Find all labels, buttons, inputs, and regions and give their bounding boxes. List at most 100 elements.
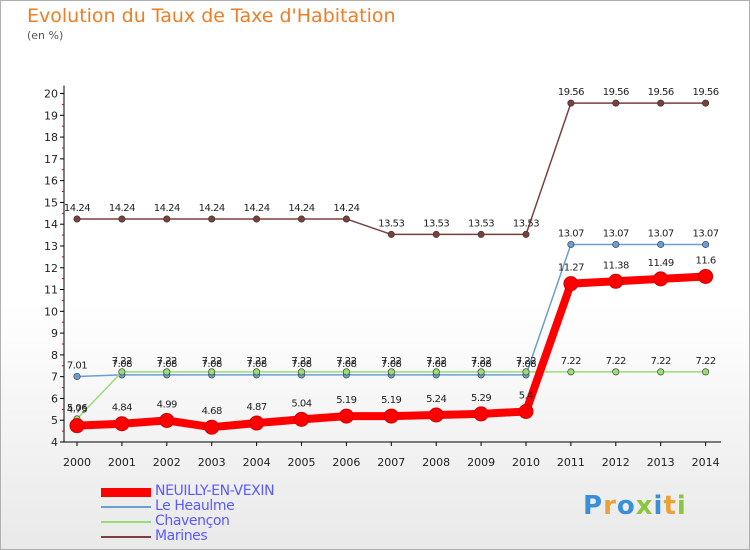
data-label: 11.27 <box>558 263 584 274</box>
data-label: 7.22 <box>561 356 581 367</box>
y-tick-label: 15 <box>44 196 58 209</box>
data-point <box>518 404 534 420</box>
data-point <box>608 273 624 289</box>
data-point <box>522 230 530 238</box>
data-label: 4.84 <box>112 403 132 414</box>
data-label: 14.24 <box>154 203 180 214</box>
data-label: 5.19 <box>381 395 401 406</box>
data-point <box>477 230 485 238</box>
x-tick-label: 2014 <box>692 456 720 469</box>
y-tick-label: 8 <box>51 349 58 362</box>
series-line-3 <box>76 102 707 236</box>
y-tick-label: 5 <box>51 414 58 427</box>
data-point <box>342 368 350 376</box>
x-tick-label: 2004 <box>243 456 271 469</box>
data-point <box>383 408 399 424</box>
data-point <box>567 99 575 107</box>
data-label: 4.87 <box>246 402 266 413</box>
data-point <box>297 368 305 376</box>
data-label: 13.07 <box>603 228 629 239</box>
data-label: 19.56 <box>603 87 629 98</box>
x-tick-label: 2008 <box>422 456 450 469</box>
data-label: 5.19 <box>336 395 356 406</box>
data-label: 7.22 <box>471 356 491 367</box>
y-tick-label: 12 <box>44 262 58 275</box>
x-tick-label: 2003 <box>198 456 226 469</box>
data-label: 5.4 <box>519 391 534 402</box>
data-label: 11.49 <box>648 258 674 269</box>
data-label: 7.08 <box>291 359 311 370</box>
data-point <box>432 230 440 238</box>
data-label: 4.68 <box>202 406 222 417</box>
y-tick-label: 14 <box>44 218 58 231</box>
x-tick-label: 2002 <box>153 456 181 469</box>
data-point <box>702 368 710 376</box>
data-label: 4.99 <box>157 399 177 410</box>
logo-letter: r <box>603 491 617 521</box>
data-label: 7.01 <box>67 360 87 371</box>
logo-letter: t <box>663 491 677 521</box>
data-label: 7.22 <box>246 356 266 367</box>
data-label: 14.24 <box>199 203 225 214</box>
data-label: 14.24 <box>64 203 90 214</box>
data-label: 7.08 <box>246 359 266 370</box>
data-label: 7.22 <box>291 356 311 367</box>
y-tick-label: 20 <box>44 88 58 101</box>
x-tick-label: 2007 <box>377 456 405 469</box>
x-tick-label: 2010 <box>512 456 540 469</box>
data-point <box>477 368 485 376</box>
data-point <box>73 372 81 380</box>
data-point <box>473 406 489 422</box>
data-label: 7.22 <box>695 356 715 367</box>
legend-swatch <box>101 536 151 538</box>
x-tick-label: 2011 <box>557 456 585 469</box>
chart-title: Evolution du Taux de Taxe d'Habitation <box>27 5 396 27</box>
legend-swatch <box>101 506 151 508</box>
data-point <box>657 99 665 107</box>
data-label: 7.22 <box>426 356 446 367</box>
data-point <box>653 271 669 287</box>
data-label: 13.53 <box>378 218 404 229</box>
data-point <box>702 240 710 248</box>
y-tick-label: 10 <box>44 305 58 318</box>
legend-swatch <box>101 521 151 523</box>
data-label: 7.22 <box>516 356 536 367</box>
data-point <box>69 418 85 434</box>
y-tick-label: 18 <box>44 131 58 144</box>
data-label: 5.06 <box>67 403 87 414</box>
data-label: 11.38 <box>603 260 629 271</box>
data-point <box>114 416 130 432</box>
data-label: 13.53 <box>513 218 539 229</box>
data-point <box>563 276 579 292</box>
x-tick-label: 2013 <box>647 456 675 469</box>
data-label: 13.53 <box>468 218 494 229</box>
data-label: 14.24 <box>333 203 359 214</box>
data-label: 7.22 <box>157 356 177 367</box>
data-label: 19.56 <box>648 87 674 98</box>
data-label: 7.08 <box>516 359 536 370</box>
legend-swatch <box>101 487 151 497</box>
data-label: 13.53 <box>423 218 449 229</box>
data-label: 7.22 <box>651 356 671 367</box>
logo-letter: x <box>635 491 654 521</box>
data-label: 13.07 <box>693 228 719 239</box>
data-label: 7.08 <box>336 359 356 370</box>
data-label: 5.29 <box>471 393 491 404</box>
data-point <box>163 215 171 223</box>
x-tick-label: 2005 <box>288 456 316 469</box>
legend-label: Le Heaulme <box>155 498 235 514</box>
x-tick-label: 2000 <box>63 456 91 469</box>
data-label: 13.07 <box>558 228 584 239</box>
data-label: 7.08 <box>157 359 177 370</box>
y-tick-label: 19 <box>44 109 58 122</box>
data-point <box>657 368 665 376</box>
data-label: 7.08 <box>381 359 401 370</box>
x-tick-label: 2009 <box>467 456 495 469</box>
data-point <box>208 215 216 223</box>
data-label: 7.22 <box>202 356 222 367</box>
y-tick-label: 4 <box>51 436 58 449</box>
data-point <box>163 368 171 376</box>
data-point <box>567 368 575 376</box>
data-point <box>342 215 350 223</box>
